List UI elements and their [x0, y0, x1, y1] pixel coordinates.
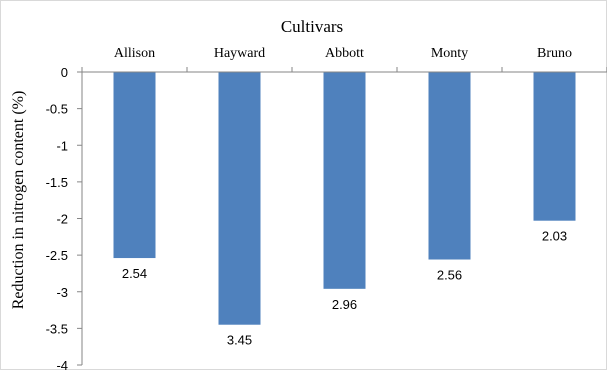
data-label: 2.96 — [332, 297, 357, 312]
category-label: Bruno — [537, 46, 572, 61]
chart-title: Cultivars — [281, 17, 343, 36]
y-tick-label: 0 — [61, 65, 68, 80]
y-tick-label: -2 — [56, 212, 68, 227]
y-tick-label: -2.5 — [46, 248, 68, 263]
y-tick-label: -4 — [56, 358, 68, 370]
data-label: 3.45 — [227, 333, 252, 348]
category-label: Monty — [431, 46, 468, 61]
y-tick-label: -3 — [56, 285, 68, 300]
y-tick-label: -3.5 — [46, 321, 68, 336]
y-tick-label: -0.5 — [46, 102, 68, 117]
bars — [113, 72, 576, 325]
data-label: 2.56 — [437, 268, 462, 283]
bar-allison — [113, 72, 156, 259]
y-tick-label: -1.5 — [46, 175, 68, 190]
bar-abbott — [323, 72, 366, 289]
bar-monty — [428, 72, 471, 260]
y-axis-ticks: 0 -0.5 -1 -1.5 -2 -2.5 -3 -3.5 -4 — [46, 65, 82, 373]
category-labels: Allison Hayward Abbott Monty Bruno — [114, 46, 572, 61]
bar-hayward — [218, 72, 261, 325]
category-label: Abbott — [325, 46, 364, 61]
data-label: 2.03 — [542, 229, 567, 244]
y-axis-label: Reduction in nitrogen content (%) — [10, 91, 27, 310]
y-tick-label: -1 — [56, 138, 68, 153]
category-label: Allison — [114, 46, 155, 61]
data-labels: 2.54 3.45 2.96 2.56 2.03 — [122, 229, 567, 348]
category-label: Hayward — [214, 46, 265, 61]
axes — [81, 67, 607, 365]
data-label: 2.54 — [122, 266, 147, 281]
bar-bruno — [533, 72, 576, 221]
